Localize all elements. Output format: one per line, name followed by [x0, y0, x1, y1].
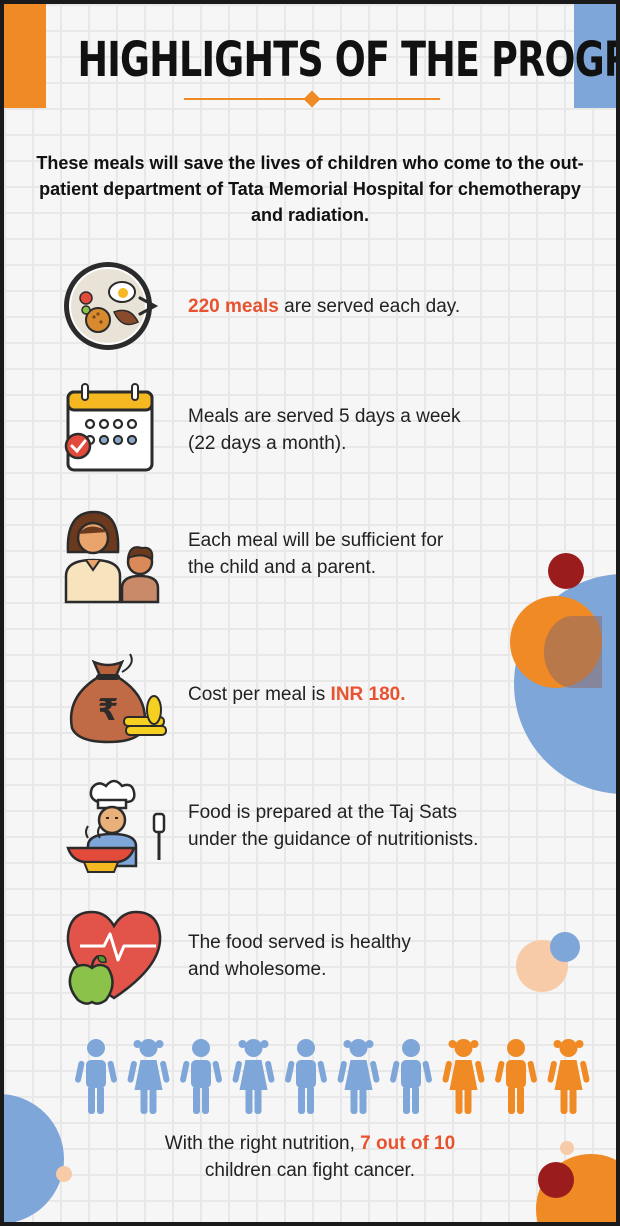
chef-icon — [66, 779, 166, 873]
highlight-item-meals: 220 meals are served each day. — [60, 256, 560, 356]
highlight-cost-value: INR 180. — [330, 683, 406, 705]
deco-circle-darkred-bottom — [538, 1162, 574, 1198]
corner-blue-block — [574, 4, 616, 108]
intro-text: These meals will save the lives of child… — [36, 153, 584, 225]
item-text-meals: 220 meals are served each day. — [188, 295, 461, 317]
child-figure — [180, 1039, 222, 1114]
highlight-item-schedule: Meals are served 5 days a week (22 days a… — [60, 380, 560, 480]
footer-text: With the right nutrition, 7 out of 10 ch… — [164, 1133, 456, 1181]
child-figure — [127, 1039, 170, 1114]
calendar-icon — [64, 383, 154, 472]
highlight-meals-count: 220 meals — [188, 295, 279, 317]
money-bag-icon: ₹ — [69, 653, 167, 744]
deco-circle-overlap — [544, 616, 602, 688]
healthy-heart-apple-icon — [66, 910, 162, 1005]
children-stat-pictogram — [75, 1039, 590, 1114]
highlight-item-preparation: Food is prepared at the Taj Sats under th… — [60, 776, 560, 876]
deco-circle-darkred — [548, 553, 584, 589]
item-text-health: The food served is healthy and wholesome. — [188, 932, 411, 980]
deco-circle-blue-bottom-left — [4, 1094, 64, 1222]
item-text-preparation: Food is prepared at the Taj Sats under th… — [188, 802, 479, 850]
svg-text:₹: ₹ — [98, 693, 119, 728]
item-text-serving: Each meal will be sufficient for the chil… — [188, 530, 444, 578]
corner-orange-block — [4, 4, 46, 108]
child-figure — [285, 1039, 327, 1114]
parent-child-icon — [64, 510, 160, 604]
highlight-item-cost: ₹ Cost per meal is INR 180. — [60, 644, 560, 744]
child-figure — [337, 1039, 380, 1114]
divider-diamond — [303, 90, 321, 108]
child-figure — [495, 1039, 537, 1114]
child-figure — [232, 1039, 275, 1114]
page-title: HIGHLIGHTS OF THE PROGRAM — [77, 32, 616, 88]
child-figure — [390, 1039, 432, 1114]
item-text-cost: Cost per meal is INR 180. — [188, 683, 406, 705]
child-figure — [75, 1039, 117, 1114]
highlight-stat: 7 out of 10 — [360, 1133, 456, 1154]
deco-circle-peach-tiny — [560, 1141, 574, 1155]
child-figure — [547, 1039, 590, 1114]
deco-circle-blue-small — [550, 932, 580, 962]
item-text-schedule: Meals are served 5 days a week (22 days a… — [188, 406, 461, 454]
child-figure — [442, 1039, 485, 1114]
highlight-item-health: The food served is healthy and wholesome. — [60, 906, 560, 1006]
deco-circle-peach-small — [56, 1166, 72, 1182]
highlight-item-serving: Each meal will be sufficient for the chil… — [60, 504, 560, 604]
meal-plate-icon — [64, 262, 159, 350]
